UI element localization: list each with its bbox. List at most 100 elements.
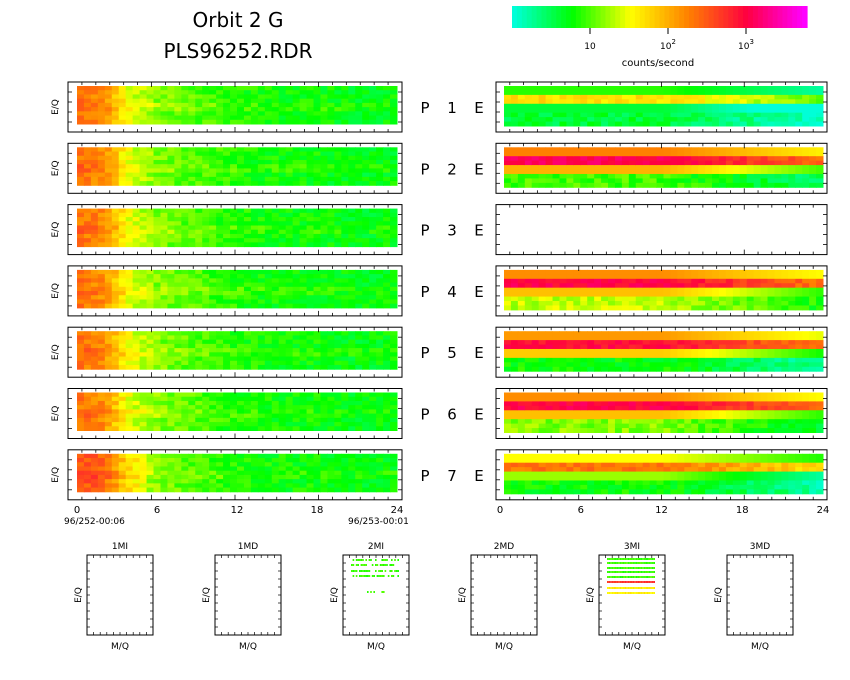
heatmap-cell — [670, 156, 678, 162]
colorbar-segment — [674, 6, 680, 28]
heatmap-cell — [306, 151, 315, 157]
heatmap-cell — [146, 119, 155, 125]
heatmap-cell — [111, 168, 120, 174]
heatmap-cell — [369, 291, 377, 296]
heatmap-cell — [753, 121, 762, 127]
heatmap-cell — [587, 419, 595, 425]
heatmap-cell — [767, 165, 775, 171]
heatmap-cell — [355, 360, 363, 366]
heatmap-cell — [524, 287, 533, 293]
heatmap-cell — [167, 278, 175, 284]
heatmap-cell — [760, 169, 769, 175]
heatmap-cell — [383, 299, 391, 305]
heatmap-cell — [285, 176, 294, 182]
heatmap-cell — [250, 339, 259, 345]
heatmap-cell — [160, 405, 168, 410]
heatmap-cell — [718, 86, 727, 91]
heatmap-cell — [250, 396, 259, 402]
heatmap-cell — [257, 119, 266, 125]
heatmap-cell — [146, 229, 155, 235]
heatmap-cell — [195, 111, 203, 117]
colorbar-segment — [561, 6, 567, 28]
heatmap-cell — [292, 98, 301, 104]
heatmap-cell — [355, 413, 363, 419]
heatmap-cell — [628, 301, 637, 306]
heatmap-cell — [663, 366, 671, 372]
heatmap-cell — [746, 99, 755, 105]
heatmap-cell — [334, 90, 342, 95]
heatmap-cell — [362, 94, 370, 100]
heatmap-cell — [753, 147, 762, 153]
heatmap-cell — [383, 221, 391, 226]
heatmap-cell — [531, 103, 540, 109]
heatmap-cell — [663, 357, 671, 363]
heatmap-cell — [348, 396, 356, 402]
heatmap-cell — [552, 160, 560, 166]
heatmap-cell — [559, 283, 567, 289]
heatmap-cell — [545, 340, 554, 346]
heatmap-cell — [111, 221, 120, 226]
heatmap-cell — [601, 278, 609, 284]
heatmap-cell — [257, 229, 266, 235]
heatmap-cell — [153, 278, 161, 284]
heatmap-cell — [628, 357, 637, 363]
heatmap-cell — [181, 426, 189, 431]
heatmap-cell — [174, 426, 182, 431]
heatmap-cell — [538, 165, 547, 171]
p-panel-5: E/Q — [51, 326, 403, 378]
heatmap-cell — [125, 221, 134, 226]
heatmap-cell — [174, 242, 182, 248]
heatmap-cell — [531, 278, 540, 284]
heatmap-cell — [118, 107, 127, 112]
heatmap-cell — [718, 278, 727, 284]
heatmap-cell — [334, 331, 342, 336]
heatmap-cell — [656, 151, 664, 157]
heatmap-cell — [320, 409, 328, 415]
heatmap-cell — [334, 111, 342, 117]
heatmap-cell — [802, 305, 810, 311]
heatmap-cell — [566, 86, 574, 91]
heatmap-cell — [237, 356, 245, 362]
heatmap-cell — [781, 103, 789, 109]
heatmap-cell — [566, 366, 574, 372]
heatmap-cell — [524, 103, 533, 109]
heatmap-cell — [97, 233, 106, 239]
heatmap-cell — [237, 217, 245, 222]
heatmap-cell — [257, 164, 266, 169]
heatmap-cell — [341, 225, 349, 231]
heatmap-cell — [125, 274, 134, 279]
heatmap-cell — [552, 362, 560, 368]
heatmap-cell — [795, 274, 803, 280]
heatmap-cell — [216, 392, 224, 398]
heatmap-cell — [774, 348, 782, 354]
heatmap-cell — [698, 305, 706, 311]
heatmap-cell — [628, 99, 637, 105]
heatmap-cell — [299, 339, 308, 345]
heatmap-cell — [635, 182, 644, 188]
heatmap-cell — [167, 405, 175, 410]
heatmap-cell — [601, 331, 609, 337]
heatmap-cell — [237, 339, 245, 345]
heatmap-cell — [788, 160, 796, 166]
heatmap-cell — [531, 414, 540, 420]
heatmap-cell — [608, 160, 616, 166]
heatmap-cell — [181, 422, 189, 427]
heatmap-cell — [566, 331, 574, 337]
heatmap-cell — [816, 269, 824, 275]
heatmap-cell — [167, 176, 175, 182]
heatmap-cell — [250, 291, 259, 296]
heatmap-cell — [524, 283, 533, 289]
heatmap-cell — [139, 168, 148, 174]
heatmap-cell — [809, 305, 817, 311]
heatmap-cell — [334, 102, 342, 108]
heatmap-cell — [587, 401, 595, 407]
heatmap-cell — [167, 208, 175, 214]
heatmap-cell — [746, 173, 755, 179]
heatmap-cell — [504, 103, 512, 109]
heatmap-cell — [132, 291, 141, 296]
heatmap-cell — [278, 413, 287, 419]
heatmap-cell — [250, 172, 259, 178]
heatmap-cell — [390, 356, 398, 362]
heatmap-cell — [160, 286, 168, 292]
heatmap-cell — [230, 409, 238, 415]
